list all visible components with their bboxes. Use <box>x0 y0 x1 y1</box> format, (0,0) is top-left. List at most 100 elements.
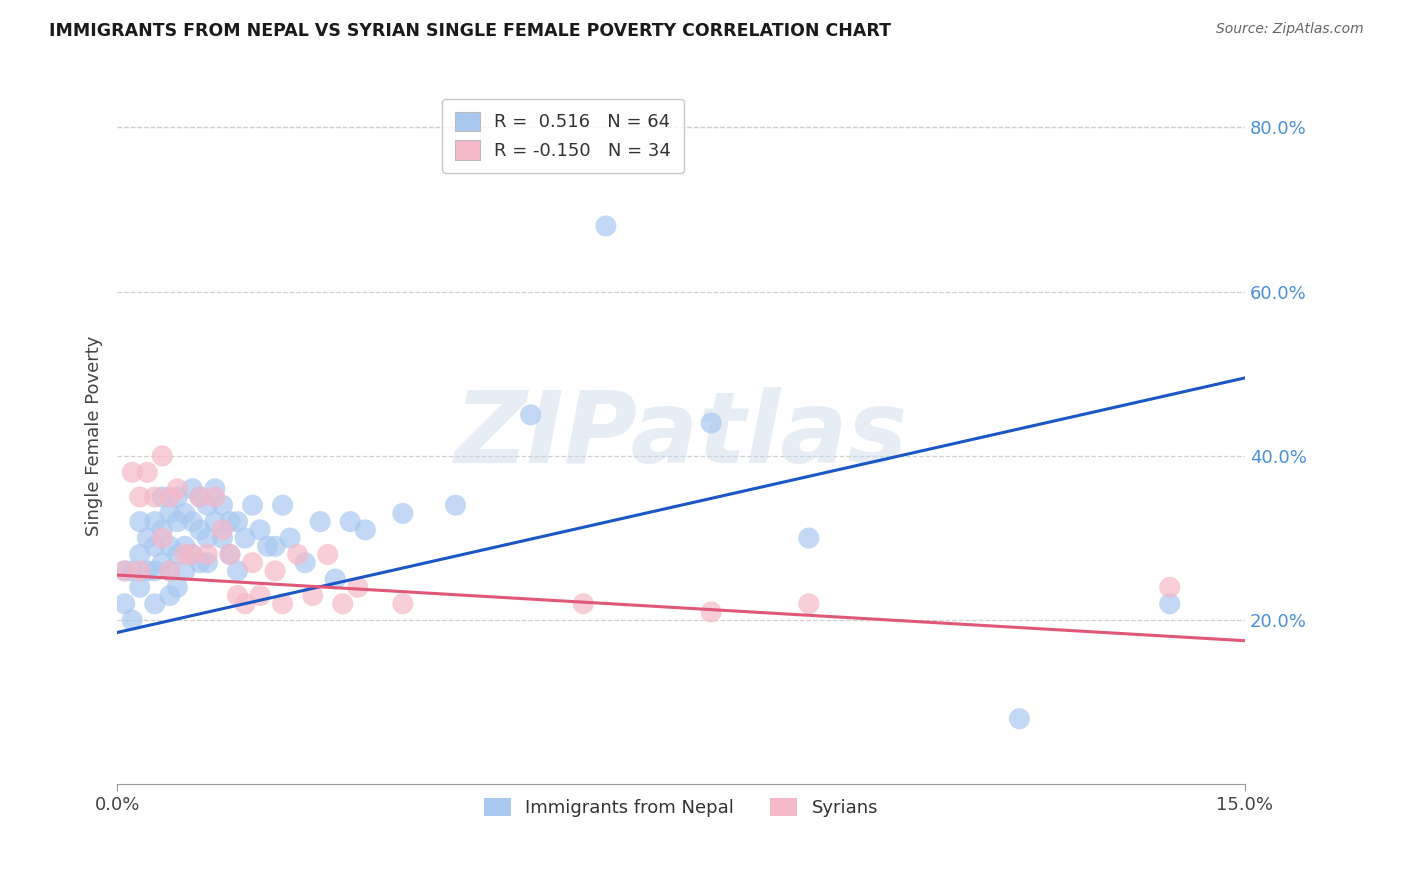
Point <box>219 515 242 529</box>
Point <box>211 531 233 545</box>
Point <box>166 490 188 504</box>
Point <box>114 564 136 578</box>
Point <box>136 564 159 578</box>
Point <box>197 498 219 512</box>
Point <box>1159 597 1181 611</box>
Legend: Immigrants from Nepal, Syrians: Immigrants from Nepal, Syrians <box>477 790 886 824</box>
Point <box>150 523 173 537</box>
Point <box>332 597 354 611</box>
Point <box>294 556 316 570</box>
Point <box>173 539 195 553</box>
Point <box>143 539 166 553</box>
Point <box>128 580 150 594</box>
Point <box>256 539 278 553</box>
Point <box>271 498 294 512</box>
Point <box>128 515 150 529</box>
Point <box>797 597 820 611</box>
Point <box>166 548 188 562</box>
Point <box>595 219 617 233</box>
Point <box>226 589 249 603</box>
Point <box>128 490 150 504</box>
Point <box>392 507 415 521</box>
Point <box>242 556 264 570</box>
Point <box>150 449 173 463</box>
Point <box>159 564 181 578</box>
Point <box>121 613 143 627</box>
Point <box>339 515 361 529</box>
Point <box>271 597 294 611</box>
Point <box>700 605 723 619</box>
Point <box>249 589 271 603</box>
Text: ZIPatlas: ZIPatlas <box>454 387 908 483</box>
Point <box>197 548 219 562</box>
Text: Source: ZipAtlas.com: Source: ZipAtlas.com <box>1216 22 1364 37</box>
Point <box>309 515 332 529</box>
Point <box>301 589 323 603</box>
Point <box>159 539 181 553</box>
Point <box>128 548 150 562</box>
Point <box>121 466 143 480</box>
Point <box>700 416 723 430</box>
Point <box>150 556 173 570</box>
Point <box>346 580 368 594</box>
Point <box>188 490 211 504</box>
Point <box>242 498 264 512</box>
Point <box>181 515 204 529</box>
Point <box>204 482 226 496</box>
Point <box>211 498 233 512</box>
Point <box>143 564 166 578</box>
Point <box>166 580 188 594</box>
Point <box>143 597 166 611</box>
Y-axis label: Single Female Poverty: Single Female Poverty <box>86 335 103 535</box>
Point <box>173 507 195 521</box>
Point <box>143 490 166 504</box>
Point <box>173 548 195 562</box>
Point <box>287 548 309 562</box>
Point <box>197 531 219 545</box>
Point <box>1159 580 1181 594</box>
Point <box>264 539 287 553</box>
Point <box>204 490 226 504</box>
Point <box>188 490 211 504</box>
Point <box>233 531 256 545</box>
Point <box>181 482 204 496</box>
Point <box>188 556 211 570</box>
Point <box>128 564 150 578</box>
Point <box>1008 712 1031 726</box>
Point <box>159 589 181 603</box>
Point <box>159 564 181 578</box>
Point <box>114 597 136 611</box>
Point <box>121 564 143 578</box>
Point <box>197 556 219 570</box>
Point <box>150 490 173 504</box>
Point <box>173 564 195 578</box>
Point <box>264 564 287 578</box>
Point <box>166 515 188 529</box>
Point <box>114 564 136 578</box>
Point <box>136 531 159 545</box>
Point <box>519 408 541 422</box>
Point <box>797 531 820 545</box>
Point <box>181 548 204 562</box>
Point <box>219 548 242 562</box>
Point <box>278 531 301 545</box>
Point <box>159 507 181 521</box>
Point <box>316 548 339 562</box>
Text: IMMIGRANTS FROM NEPAL VS SYRIAN SINGLE FEMALE POVERTY CORRELATION CHART: IMMIGRANTS FROM NEPAL VS SYRIAN SINGLE F… <box>49 22 891 40</box>
Point <box>444 498 467 512</box>
Point <box>323 572 346 586</box>
Point <box>392 597 415 611</box>
Point <box>188 523 211 537</box>
Point <box>226 564 249 578</box>
Point <box>572 597 595 611</box>
Point <box>181 548 204 562</box>
Point <box>204 515 226 529</box>
Point <box>166 482 188 496</box>
Point <box>143 515 166 529</box>
Point <box>136 466 159 480</box>
Point <box>150 531 173 545</box>
Point <box>249 523 271 537</box>
Point <box>159 490 181 504</box>
Point <box>354 523 377 537</box>
Point <box>233 597 256 611</box>
